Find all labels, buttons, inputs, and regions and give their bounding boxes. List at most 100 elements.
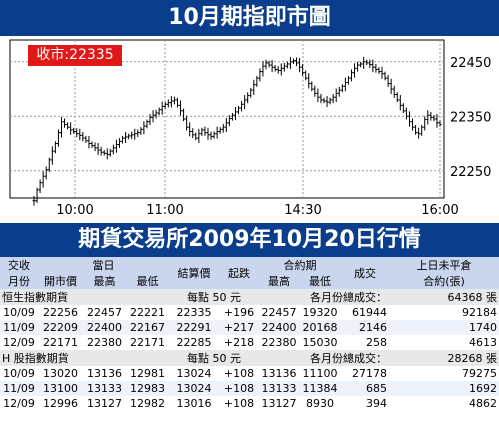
table-cell: 22457 <box>259 305 300 320</box>
column-header: 交收 <box>0 257 38 273</box>
table-cell: 12982 <box>126 396 170 411</box>
table-cell: 685 <box>341 381 390 396</box>
table-cell: 394 <box>341 396 390 411</box>
x-tick-label: 11:00 <box>146 203 183 218</box>
section-name: H 股指數期貨 <box>0 350 170 366</box>
table-cell: 61944 <box>341 305 390 320</box>
table-row: 12/09 22171 22380 22171 22285 +218 22380 15030 2… <box>0 335 499 350</box>
table-cell: +218 <box>219 335 260 350</box>
table-cell: +196 <box>219 305 260 320</box>
table-cell: 22167 <box>126 320 170 335</box>
section-title: 期貨交易所2009年10月20日行情 <box>0 223 499 257</box>
section-row: H 股指數期貨 每點 50 元各月份總成交： 28268 張 <box>0 350 499 366</box>
table-row: 12/09 12996 13127 12982 13016 +108 13127 8930 39… <box>0 396 499 411</box>
table-cell: 22285 <box>169 335 220 350</box>
column-header: 起跌 <box>219 257 260 289</box>
column-header: 月份 <box>0 273 38 289</box>
section-unit: 每點 50 元 <box>169 289 260 305</box>
section-summary-value: 28268 張 <box>389 350 499 366</box>
table-cell: 20168 <box>299 320 342 335</box>
section-name: 恒生指數期貨 <box>0 289 170 305</box>
table-cell: 12/09 <box>0 335 38 350</box>
table-cell: 1740 <box>389 320 499 335</box>
table-cell: 22335 <box>169 305 220 320</box>
column-header: 結算價 <box>169 257 220 289</box>
table-cell: 19320 <box>299 305 342 320</box>
table-cell: 79275 <box>389 366 499 381</box>
table-cell: 13100 <box>38 381 83 396</box>
table-cell: 22400 <box>259 320 300 335</box>
table-cell: 11/09 <box>0 320 38 335</box>
table-cell: 8930 <box>299 396 342 411</box>
table-cell: +108 <box>219 381 260 396</box>
table-cell: 11100 <box>299 366 342 381</box>
section-unit: 每點 50 元 <box>169 350 260 366</box>
table-cell: 22171 <box>38 335 83 350</box>
x-tick-label: 10:00 <box>56 203 93 218</box>
table-cell: 11384 <box>299 381 342 396</box>
intraday-chart: 22450 22350 22250 10:00 11:00 14:30 16:00 <box>0 36 499 223</box>
table-cell: +108 <box>219 366 260 381</box>
table-cell: 22209 <box>38 320 83 335</box>
table-cell: 22400 <box>83 320 126 335</box>
table-cell: 13127 <box>259 396 300 411</box>
table-cell: 4862 <box>389 396 499 411</box>
table-cell: 22380 <box>259 335 300 350</box>
x-tick-label: 16:00 <box>421 203 458 218</box>
table-cell: 13024 <box>169 381 220 396</box>
table-cell: 1692 <box>389 381 499 396</box>
table-row: 10/09 22256 22457 22221 22335 +196 22457 19320 6… <box>0 305 499 320</box>
table-row: 11/09 13100 13133 12983 13024 +108 13133 11384 6… <box>0 381 499 396</box>
table-cell: 13020 <box>38 366 83 381</box>
column-header: 最高 <box>259 273 300 289</box>
table-cell: 13133 <box>83 381 126 396</box>
column-header: 合約期 <box>259 257 342 273</box>
table-cell: 12981 <box>126 366 170 381</box>
table-cell: 4613 <box>389 335 499 350</box>
table-cell: 12996 <box>38 396 83 411</box>
section-summary-label: 各月份總成交： <box>259 350 390 366</box>
column-header: 當日 <box>38 257 170 273</box>
table-cell: +108 <box>219 396 260 411</box>
table-cell: 92184 <box>389 305 499 320</box>
y-tick-label: 22250 <box>450 165 491 180</box>
table-cell: 15030 <box>299 335 342 350</box>
table-cell: 22221 <box>126 305 170 320</box>
column-header: 合約(張) <box>389 273 499 289</box>
close-price-badge: 收市:22335 <box>28 45 122 66</box>
plot-frame <box>9 39 445 199</box>
table-cell: 11/09 <box>0 381 38 396</box>
column-header: 開市價 <box>38 273 83 289</box>
table-cell: 10/09 <box>0 366 38 381</box>
table-cell: 27178 <box>341 366 390 381</box>
table-cell: 22457 <box>83 305 126 320</box>
table-cell: 12983 <box>126 381 170 396</box>
section-summary-label: 各月份總成交： <box>259 289 390 305</box>
table-row: 11/09 22209 22400 22167 22291 +217 22400 20168 2… <box>0 320 499 335</box>
table-cell: 258 <box>341 335 390 350</box>
table-cell: 10/09 <box>0 305 38 320</box>
table-cell: 13133 <box>259 381 300 396</box>
table-cell: 13024 <box>169 366 220 381</box>
table-cell: 22380 <box>83 335 126 350</box>
table-cell: 13136 <box>259 366 300 381</box>
column-header: 上日未平倉 <box>389 257 499 273</box>
table-cell: 13127 <box>83 396 126 411</box>
column-header: 最低 <box>126 273 170 289</box>
page-title: 10月期指即市圖 <box>0 0 499 36</box>
column-header: 成交 <box>341 257 390 289</box>
table-row: 10/09 13020 13136 12981 13024 +108 13136 11100 2… <box>0 366 499 381</box>
table-header-row: 月份 開市價 最高 最低 最高 最低 合約(張) <box>0 273 499 289</box>
column-header: 最低 <box>299 273 342 289</box>
table-cell: +217 <box>219 320 260 335</box>
section-summary-value: 64368 張 <box>389 289 499 305</box>
table-cell: 13136 <box>83 366 126 381</box>
table-cell: 2146 <box>341 320 390 335</box>
section-row: 恒生指數期貨 每點 50 元各月份總成交： 64368 張 <box>0 289 499 305</box>
quotes-table: 交收 當日 結算價 起跌 合約期 成交 上日未平倉 月份 開市價 最高 最低 最高 最低 合約(張) 恒生指… <box>0 257 499 411</box>
table-cell: 12/09 <box>0 396 38 411</box>
table-header-row: 交收 當日 結算價 起跌 合約期 成交 上日未平倉 <box>0 257 499 289</box>
table-cell: 22291 <box>169 320 220 335</box>
x-tick-label: 14:30 <box>284 203 321 218</box>
y-tick-label: 22450 <box>450 56 491 71</box>
